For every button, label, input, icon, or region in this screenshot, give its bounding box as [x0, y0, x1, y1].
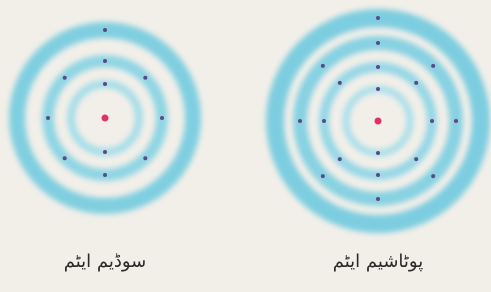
- electron: [103, 82, 107, 86]
- electron: [63, 76, 67, 80]
- electron: [103, 59, 107, 63]
- potassium-label: پوٹاشیم ایٹم: [333, 251, 423, 272]
- electron: [376, 87, 380, 91]
- electron: [103, 173, 107, 177]
- electron: [160, 116, 164, 120]
- electron: [321, 174, 325, 178]
- electron: [414, 81, 418, 85]
- electron: [376, 173, 380, 177]
- electron: [338, 157, 342, 161]
- electron: [376, 16, 380, 20]
- electron: [63, 156, 67, 160]
- electron: [321, 64, 325, 68]
- electron: [376, 41, 380, 45]
- electron: [376, 151, 380, 155]
- nucleus: [375, 118, 382, 125]
- electron: [103, 150, 107, 154]
- electron: [376, 65, 380, 69]
- atoms-diagram: سوڈیم ایٹم پوٹاشیم ایٹم: [0, 0, 491, 292]
- electron: [414, 157, 418, 161]
- electron: [103, 28, 107, 32]
- electron: [431, 64, 435, 68]
- electron: [322, 119, 326, 123]
- nucleus: [102, 115, 109, 122]
- electron: [143, 156, 147, 160]
- electron: [143, 76, 147, 80]
- electron: [431, 174, 435, 178]
- electron: [430, 119, 434, 123]
- electron: [376, 197, 380, 201]
- sodium-label: سوڈیم ایٹم: [64, 251, 147, 272]
- electron: [454, 119, 458, 123]
- electron: [338, 81, 342, 85]
- electron: [46, 116, 50, 120]
- electron: [298, 119, 302, 123]
